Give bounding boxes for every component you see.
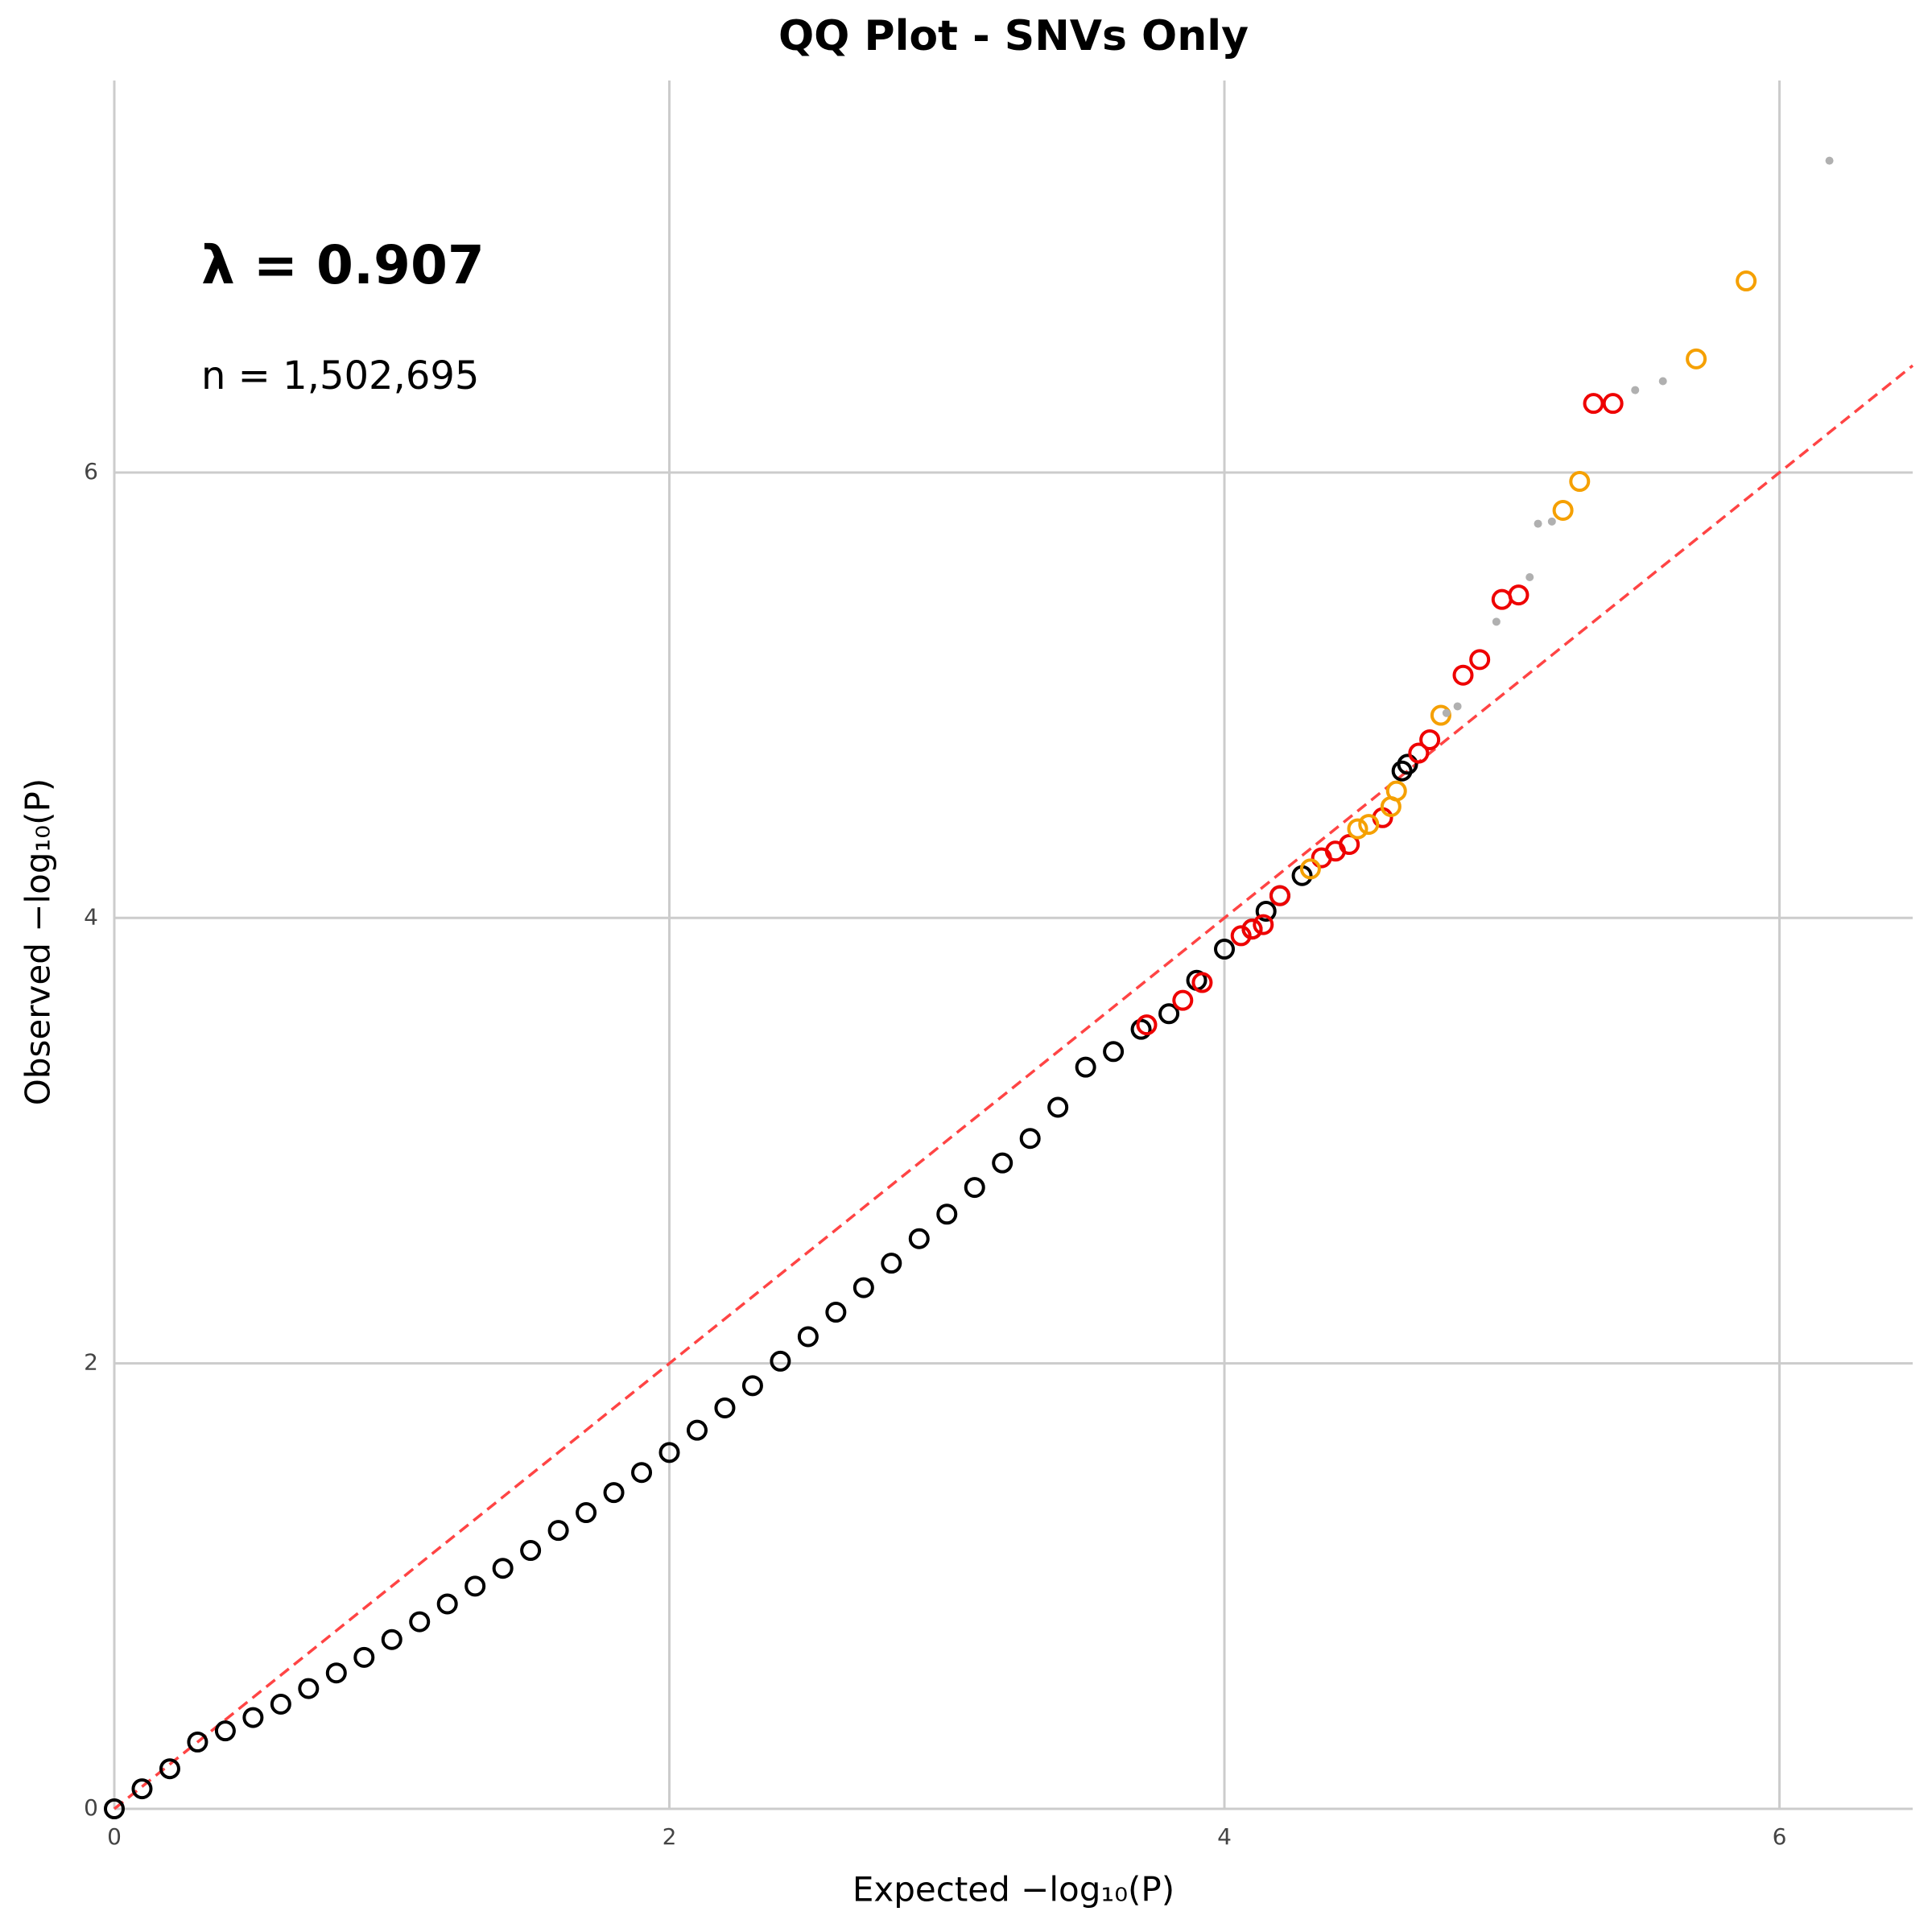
data-point — [409, 1611, 431, 1633]
data-point — [631, 1462, 653, 1484]
data-point — [1269, 885, 1290, 906]
data-point — [852, 1277, 874, 1298]
data-point — [1525, 572, 1534, 581]
y-tick-label: 0 — [84, 1794, 98, 1821]
data-point — [1452, 664, 1474, 686]
data-point — [1214, 939, 1236, 960]
data-point — [1339, 833, 1360, 855]
data-point — [686, 1419, 708, 1441]
count-annotation: n = 1,502,695 — [201, 353, 479, 398]
data-point — [1136, 1014, 1158, 1036]
data-point — [187, 1731, 208, 1752]
y-tick-label: 6 — [84, 458, 98, 485]
data-point — [1569, 471, 1591, 493]
data-point — [1408, 742, 1430, 764]
data-point — [547, 1520, 569, 1542]
data-point — [159, 1758, 180, 1780]
data-point — [1385, 780, 1407, 802]
data-point — [1469, 649, 1491, 671]
data-point — [381, 1629, 402, 1650]
data-point — [576, 1502, 597, 1524]
data-point — [1191, 972, 1213, 993]
data-point — [1492, 617, 1501, 626]
data-point — [1552, 499, 1574, 521]
data-point — [908, 1228, 930, 1249]
data-point — [825, 1302, 847, 1323]
data-point — [1736, 270, 1757, 292]
data-point — [1075, 1056, 1096, 1078]
data-point — [992, 1152, 1013, 1174]
data-point — [936, 1203, 958, 1225]
data-point — [1602, 393, 1624, 415]
data-point — [1442, 708, 1451, 717]
data-point — [436, 1593, 458, 1615]
y-tick-label: 2 — [84, 1349, 98, 1376]
data-point — [1534, 519, 1542, 528]
y-axis-label: Observed −log₁₀(P) — [19, 778, 58, 1105]
data-point — [1686, 348, 1707, 369]
x-tick-label: 4 — [1217, 1823, 1232, 1850]
x-tick-label: 6 — [1773, 1823, 1787, 1850]
data-point — [1172, 989, 1194, 1011]
data-point — [603, 1482, 625, 1504]
data-point — [1358, 814, 1380, 836]
data-point — [1347, 818, 1368, 840]
data-point — [770, 1350, 791, 1372]
data-point — [1299, 858, 1321, 880]
x-tick-label: 0 — [107, 1823, 122, 1850]
data-point — [1253, 914, 1274, 935]
data-point — [298, 1678, 320, 1699]
data-point — [1453, 702, 1462, 711]
data-point — [520, 1540, 542, 1562]
x-axis-label: Expected −log₁₀(P) — [852, 1870, 1174, 1909]
data-point — [242, 1707, 264, 1728]
data-point — [1631, 386, 1640, 394]
chart-title: QQ Plot - SNVs Only — [778, 12, 1249, 60]
lambda-annotation: λ = 0.907 — [201, 234, 485, 296]
data-point — [1255, 900, 1277, 922]
data-point — [1508, 584, 1530, 606]
data-point — [1397, 753, 1418, 775]
data-point — [714, 1397, 736, 1418]
data-point — [464, 1575, 486, 1597]
data-point — [270, 1693, 291, 1715]
data-point — [1583, 393, 1604, 415]
data-point — [104, 1798, 125, 1819]
data-point — [881, 1253, 902, 1274]
data-point — [741, 1375, 763, 1397]
data-point — [1658, 377, 1667, 386]
data-point — [1103, 1041, 1125, 1063]
data-point — [1547, 517, 1556, 526]
data-point — [1019, 1128, 1041, 1150]
data-point — [214, 1720, 236, 1742]
x-tick-label: 2 — [663, 1823, 677, 1850]
identity-line — [113, 364, 1914, 1810]
data-point — [325, 1662, 347, 1684]
data-point — [658, 1442, 680, 1463]
data-point — [131, 1778, 153, 1800]
data-point — [1491, 588, 1513, 610]
data-point — [1825, 156, 1834, 165]
data-point — [1047, 1096, 1069, 1118]
y-tick-label: 4 — [84, 903, 98, 930]
data-point — [1158, 1003, 1180, 1025]
data-point — [492, 1558, 514, 1579]
data-point — [353, 1646, 375, 1668]
data-point — [964, 1177, 985, 1199]
data-point — [797, 1326, 819, 1348]
data-point — [1130, 1018, 1152, 1040]
data-point — [1230, 925, 1252, 947]
data-point — [1241, 919, 1263, 940]
data-point — [1419, 729, 1441, 750]
